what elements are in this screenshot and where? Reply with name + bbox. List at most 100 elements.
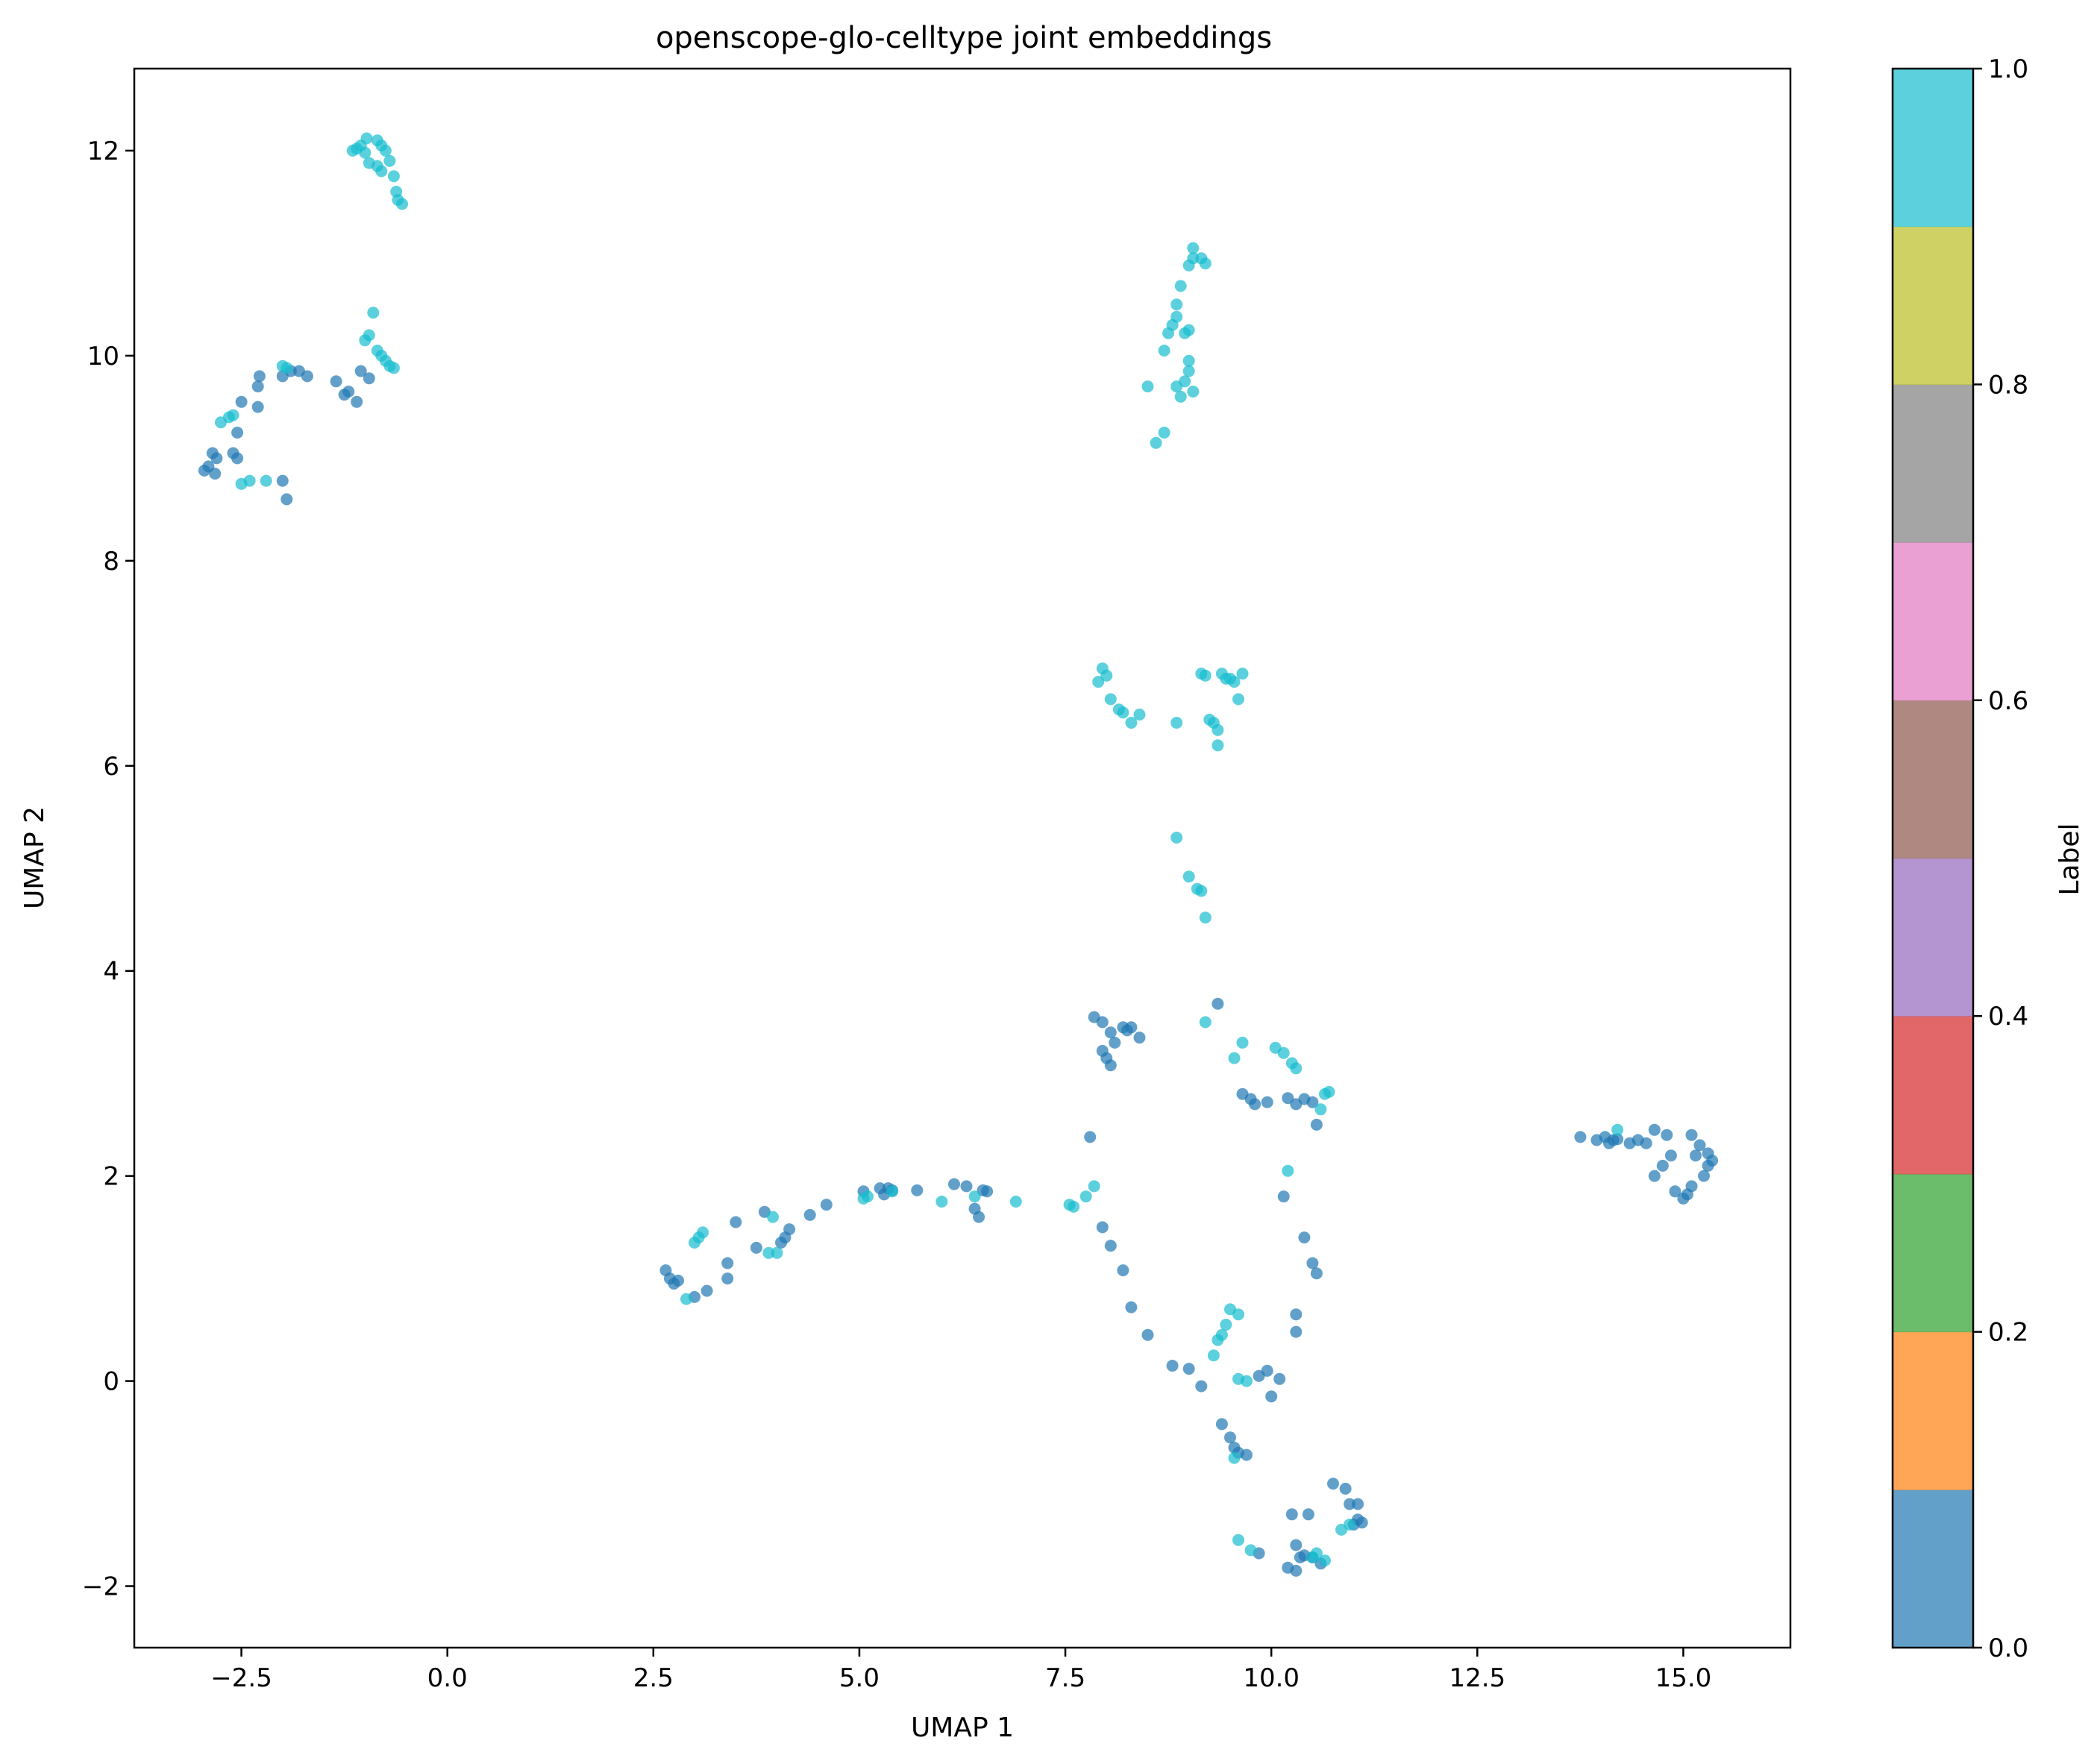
data-point-label-0 — [973, 1211, 985, 1223]
data-point-label-0 — [1125, 1301, 1138, 1313]
data-point-label-1 — [1170, 310, 1183, 323]
data-point-label-0 — [1574, 1131, 1587, 1143]
data-point-label-1 — [243, 474, 256, 487]
colorbar-segment — [1893, 1173, 1973, 1333]
x-tick-label: −2.5 — [210, 1663, 272, 1693]
colorbar-segment — [1893, 1490, 1973, 1648]
data-point-label-1 — [1344, 1519, 1356, 1531]
data-point-label-0 — [1298, 1231, 1311, 1244]
data-point-label-1 — [1170, 717, 1183, 729]
y-tick-label: −2 — [82, 1572, 119, 1602]
colorbar-segment — [1893, 69, 1973, 227]
data-point-label-1 — [1199, 911, 1212, 924]
scatter-points — [198, 132, 1719, 1577]
data-point-label-1 — [1319, 1554, 1331, 1567]
data-point-label-1 — [1199, 1016, 1212, 1029]
data-point-label-0 — [280, 493, 293, 506]
data-point-label-0 — [1310, 1267, 1323, 1280]
data-point-label-1 — [1232, 693, 1244, 706]
data-point-label-0 — [1125, 1021, 1138, 1034]
data-point-label-0 — [1261, 1364, 1273, 1377]
data-point-label-0 — [911, 1184, 924, 1196]
data-point-label-0 — [1344, 1498, 1356, 1510]
data-point-label-1 — [1117, 706, 1129, 719]
x-tick-label: 5.0 — [839, 1663, 880, 1693]
data-point-label-1 — [1179, 375, 1191, 388]
data-point-label-1 — [1199, 669, 1212, 682]
colorbar-frame — [1891, 67, 1975, 1649]
data-point-label-0 — [1104, 1026, 1117, 1039]
x-axis-label: UMAP 1 — [911, 1713, 1014, 1743]
colorbar-tick-label: 0.6 — [1988, 686, 2028, 716]
colorbar-segment — [1893, 858, 1973, 1017]
y-tick-label: 12 — [87, 136, 119, 166]
colorbar-tick-label: 0.0 — [1988, 1633, 2028, 1663]
data-point-label-1 — [1187, 252, 1200, 265]
data-point-label-0 — [1656, 1159, 1669, 1172]
x-tick-label: 7.5 — [1045, 1663, 1085, 1693]
data-point-label-1 — [359, 146, 372, 159]
data-point-label-1 — [383, 154, 396, 167]
data-point-label-0 — [351, 395, 363, 408]
data-point-label-1 — [1244, 1544, 1257, 1557]
data-point-label-1 — [1079, 1190, 1092, 1203]
data-point-label-1 — [1092, 676, 1105, 688]
data-point-label-1 — [1228, 1451, 1241, 1464]
data-point-label-1 — [1125, 717, 1138, 729]
data-point-label-0 — [1648, 1170, 1661, 1182]
data-point-label-0 — [209, 468, 222, 480]
data-point-label-0 — [253, 370, 266, 383]
data-point-label-1 — [363, 329, 375, 342]
data-point-label-1 — [375, 165, 388, 178]
data-point-label-0 — [1611, 1133, 1624, 1146]
data-point-label-1 — [1212, 724, 1224, 736]
data-point-label-0 — [1096, 1016, 1109, 1029]
data-point-label-0 — [1285, 1508, 1298, 1521]
data-point-label-1 — [1220, 1319, 1232, 1331]
data-point-label-0 — [1648, 1123, 1661, 1136]
colorbar-tick-label: 1.0 — [1988, 54, 2028, 84]
data-point-label-1 — [1277, 1046, 1290, 1059]
data-point-label-1 — [767, 1211, 779, 1223]
y-tick-label: 8 — [103, 547, 119, 577]
data-point-label-0 — [1109, 1036, 1121, 1049]
data-point-label-0 — [1640, 1137, 1652, 1149]
data-point-label-1 — [1282, 1164, 1294, 1177]
data-point-label-1 — [367, 307, 380, 319]
data-point-label-1 — [1141, 380, 1154, 393]
data-point-label-1 — [1323, 1085, 1335, 1098]
data-point-label-1 — [1232, 1308, 1244, 1321]
data-point-label-1 — [387, 362, 400, 374]
colorbar-tick-label: 0.4 — [1988, 1002, 2028, 1032]
data-point-label-0 — [1306, 1257, 1319, 1269]
data-point-label-0 — [1195, 1380, 1208, 1393]
data-point-label-0 — [1282, 1092, 1294, 1105]
data-point-label-0 — [1327, 1478, 1339, 1490]
data-point-label-1 — [935, 1196, 948, 1208]
plot-frame — [133, 67, 1792, 1649]
data-point-label-1 — [886, 1185, 899, 1198]
data-point-label-1 — [1215, 1328, 1228, 1341]
data-point-label-1 — [1104, 693, 1117, 706]
colorbar-segment — [1893, 542, 1973, 701]
x-tick-label: 2.5 — [633, 1663, 674, 1693]
data-point-label-0 — [750, 1241, 762, 1254]
data-point-label-1 — [1150, 436, 1162, 449]
data-point-label-1 — [968, 1190, 981, 1203]
data-point-label-1 — [1207, 1349, 1220, 1362]
data-point-label-1 — [260, 474, 272, 487]
data-point-label-1 — [379, 145, 392, 157]
data-point-label-0 — [235, 395, 248, 408]
data-point-label-0 — [1290, 1564, 1303, 1577]
data-point-label-1 — [280, 362, 293, 374]
data-point-label-0 — [1241, 1448, 1253, 1461]
data-point-label-0 — [960, 1180, 973, 1193]
data-point-label-1 — [1088, 1180, 1100, 1193]
data-point-label-0 — [1306, 1096, 1319, 1108]
y-tick-label: 10 — [87, 342, 119, 371]
data-point-label-0 — [1302, 1508, 1314, 1521]
data-point-label-1 — [762, 1246, 775, 1259]
y-tick-label: 0 — [103, 1367, 119, 1397]
data-point-label-0 — [251, 380, 264, 393]
